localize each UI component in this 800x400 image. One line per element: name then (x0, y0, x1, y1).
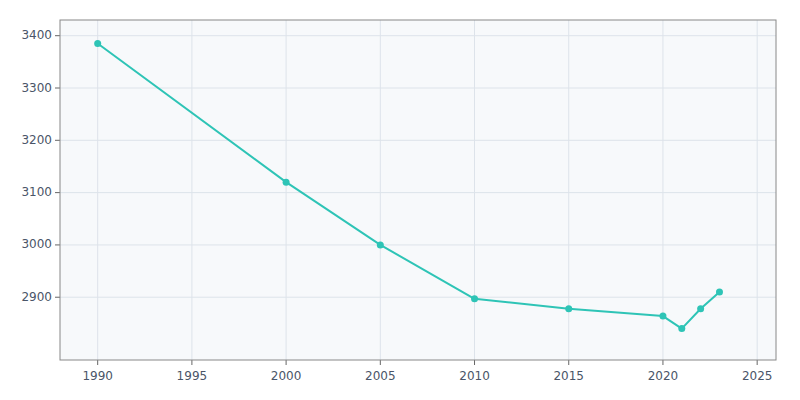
chart: 2900 3000 3100 3200 3300 3400 1990 1995 2000 2005… (0, 0, 800, 400)
line (98, 44, 720, 329)
point (94, 40, 101, 47)
tick-mark (55, 192, 60, 193)
data (94, 40, 723, 332)
tick-label: 2010 (459, 369, 490, 383)
point (283, 179, 290, 186)
grid (60, 20, 776, 360)
tick-mark (55, 140, 60, 141)
point (678, 325, 685, 332)
tick-label: 2900 (21, 290, 52, 304)
tick-label: 1990 (82, 369, 113, 383)
grid-line (757, 20, 758, 360)
grid-line (662, 20, 663, 360)
point (377, 241, 384, 248)
tick-mark (55, 88, 60, 89)
point (565, 305, 572, 312)
chart-container: 2900 3000 3100 3200 3300 3400 1990 1995 2000 2005… (0, 0, 800, 400)
tick-label: 2000 (271, 369, 302, 383)
tick-label: 2015 (553, 369, 584, 383)
tick-mark (55, 244, 60, 245)
tick-label: 2025 (742, 369, 773, 383)
tick-label: 3100 (21, 185, 52, 199)
tick-label: 3300 (21, 81, 52, 95)
point (471, 295, 478, 302)
tick-label: 2020 (648, 369, 679, 383)
tick-mark (380, 360, 381, 365)
tick-mark (286, 360, 287, 365)
tick-mark (55, 35, 60, 36)
tick-label: 3000 (21, 237, 52, 251)
tick-mark (662, 360, 663, 365)
point (697, 305, 704, 312)
plot-area (60, 20, 776, 360)
grid-line (60, 297, 776, 298)
tick-mark (97, 360, 98, 365)
grid-line (60, 35, 776, 36)
tick-label: 3400 (21, 28, 52, 42)
tick-mark (55, 297, 60, 298)
tick-mark (191, 360, 192, 365)
tick-label: 3200 (21, 133, 52, 147)
tick-mark (474, 360, 475, 365)
grid-line (191, 20, 192, 360)
point (659, 313, 666, 320)
grid-line (60, 88, 776, 89)
tick-label: 1995 (177, 369, 208, 383)
grid-line (60, 244, 776, 245)
grid-line (60, 140, 776, 141)
plot-frame (60, 20, 776, 360)
grid-line (474, 20, 475, 360)
axes: 2900 3000 3100 3200 3300 3400 1990 1995 2000 2005… (21, 28, 772, 383)
grid-line (380, 20, 381, 360)
point (716, 289, 723, 296)
grid-line (97, 20, 98, 360)
grid-line (286, 20, 287, 360)
tick-label: 2005 (365, 369, 396, 383)
tick-mark (568, 360, 569, 365)
grid-line (60, 192, 776, 193)
tick-mark (757, 360, 758, 365)
